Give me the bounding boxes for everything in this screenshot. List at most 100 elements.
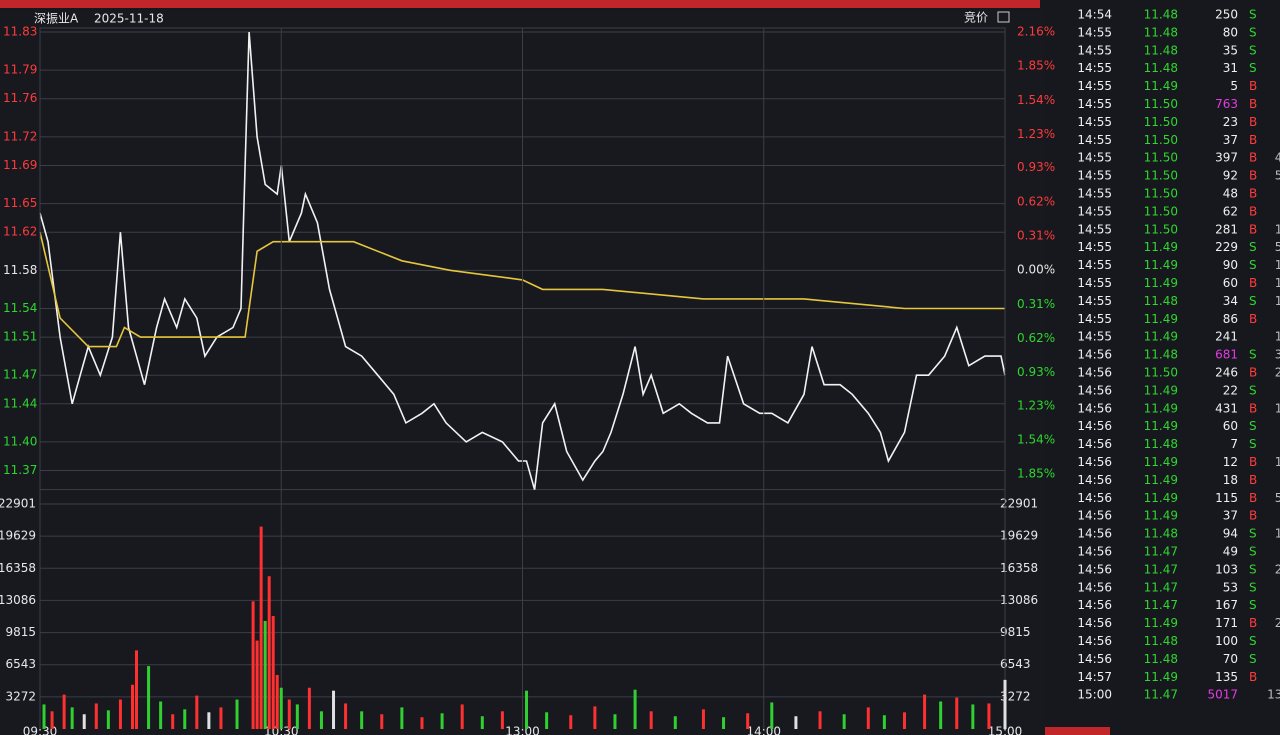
y2-tick-label: 0.93% bbox=[1017, 365, 1055, 379]
volume-bar bbox=[159, 701, 163, 729]
trade-time: 14:56 bbox=[1077, 616, 1112, 630]
volume-bar bbox=[195, 695, 199, 729]
trade-price: 11.48 bbox=[1144, 25, 1178, 39]
volume-bar bbox=[287, 699, 291, 729]
trade-volume: 5017 bbox=[1207, 688, 1238, 702]
trade-time: 14:56 bbox=[1077, 598, 1112, 612]
y-tick-label: 11.65 bbox=[3, 196, 37, 210]
trade-side: B bbox=[1249, 115, 1257, 129]
volume-bar bbox=[400, 707, 404, 729]
volume-bar bbox=[440, 713, 444, 729]
trade-count: 51 bbox=[1275, 491, 1280, 505]
trade-volume: 135 bbox=[1215, 670, 1238, 684]
trade-side: B bbox=[1249, 401, 1257, 415]
trade-side: S bbox=[1249, 61, 1257, 75]
trade-side: B bbox=[1249, 670, 1257, 684]
y-tick-label: 11.58 bbox=[3, 263, 37, 277]
volume-bar bbox=[500, 711, 504, 729]
trade-price: 11.48 bbox=[1144, 437, 1178, 451]
trade-volume: 7 bbox=[1230, 437, 1238, 451]
volume-bar bbox=[420, 717, 424, 729]
trade-side: B bbox=[1249, 204, 1257, 218]
trade-price: 11.49 bbox=[1144, 312, 1178, 326]
trade-count: 18 bbox=[1275, 258, 1280, 272]
trade-price: 11.50 bbox=[1144, 133, 1178, 147]
trade-count: 19 bbox=[1275, 401, 1280, 415]
trade-volume: 103 bbox=[1215, 562, 1238, 576]
trade-side: B bbox=[1249, 97, 1257, 111]
volume-bar bbox=[275, 674, 279, 729]
trade-price: 11.50 bbox=[1144, 97, 1178, 111]
volume-bar bbox=[332, 690, 336, 729]
trade-price: 11.49 bbox=[1144, 240, 1178, 254]
volume-bar bbox=[147, 666, 151, 729]
y2-tick-label: 1.23% bbox=[1017, 127, 1055, 141]
volume-bar bbox=[545, 712, 549, 729]
volume-bar bbox=[263, 620, 267, 729]
trade-time: 14:55 bbox=[1077, 61, 1112, 75]
volume-bar bbox=[955, 697, 959, 729]
y-tick-label: 13086 bbox=[0, 593, 36, 607]
volume-bar bbox=[866, 707, 870, 729]
volume-bar bbox=[295, 704, 299, 729]
volume-bar bbox=[62, 694, 66, 729]
trade-count: 10 bbox=[1275, 294, 1280, 308]
trade-count: 18 bbox=[1275, 222, 1280, 236]
volume-bar bbox=[235, 699, 239, 729]
volume-bar bbox=[255, 640, 259, 729]
y-tick-label: 16358 bbox=[0, 561, 36, 575]
trade-volume: 53 bbox=[1223, 580, 1238, 594]
trade-volume: 60 bbox=[1223, 276, 1238, 290]
volume-bar bbox=[569, 715, 573, 729]
trade-side: B bbox=[1249, 169, 1257, 183]
y-tick-label: 11.83 bbox=[3, 25, 37, 39]
trade-price: 11.49 bbox=[1144, 419, 1178, 433]
volume-bar bbox=[219, 707, 223, 729]
trade-price: 11.48 bbox=[1144, 294, 1178, 308]
volume-bar bbox=[770, 702, 774, 729]
trade-time: 14:56 bbox=[1077, 509, 1112, 523]
volume-bar bbox=[649, 711, 653, 729]
trade-count: 40 bbox=[1275, 151, 1280, 165]
y-tick-label: 19629 bbox=[0, 529, 36, 543]
trade-volume: 60 bbox=[1223, 419, 1238, 433]
y-tick-label: 11.62 bbox=[3, 225, 37, 239]
trade-time: 14:55 bbox=[1077, 43, 1112, 57]
volume-bar bbox=[307, 687, 311, 729]
y-tick-label: 11.44 bbox=[3, 396, 37, 410]
tab-active[interactable] bbox=[1045, 727, 1110, 735]
trade-time: 14:55 bbox=[1077, 240, 1112, 254]
volume-bar bbox=[319, 711, 323, 729]
date: 2025-11-18 bbox=[94, 12, 164, 26]
x-tick-label: 14:00 bbox=[746, 725, 781, 735]
trade-side: S bbox=[1249, 545, 1257, 559]
trade-count: 10 bbox=[1275, 330, 1280, 344]
trade-time: 14:56 bbox=[1077, 634, 1112, 648]
volume-bar bbox=[593, 706, 597, 729]
volume-bar bbox=[118, 699, 122, 729]
x-tick-label: 10:30 bbox=[264, 725, 299, 735]
volume-bar bbox=[818, 711, 822, 729]
trade-price: 11.47 bbox=[1144, 598, 1178, 612]
volume-bar bbox=[701, 709, 705, 729]
volume-bar bbox=[971, 704, 975, 729]
y-tick-label: 11.40 bbox=[3, 434, 37, 448]
trade-side: S bbox=[1249, 634, 1257, 648]
volume-bar bbox=[794, 716, 798, 729]
volume-bar bbox=[271, 616, 275, 729]
trade-price: 11.49 bbox=[1144, 455, 1178, 469]
trade-side: S bbox=[1249, 562, 1257, 576]
trade-time: 15:00 bbox=[1077, 688, 1112, 702]
trade-time: 14:57 bbox=[1077, 670, 1112, 684]
trade-time: 14:55 bbox=[1077, 222, 1112, 236]
trade-volume: 80 bbox=[1223, 25, 1238, 39]
trade-time: 14:55 bbox=[1077, 97, 1112, 111]
trade-count: 27 bbox=[1275, 616, 1280, 630]
trade-side: S bbox=[1249, 527, 1257, 541]
trade-count: 14 bbox=[1275, 276, 1280, 290]
trade-side: B bbox=[1249, 509, 1257, 523]
trade-side: S bbox=[1249, 419, 1257, 433]
y-tick-label: 11.37 bbox=[3, 463, 37, 477]
volume-bar bbox=[842, 714, 846, 729]
